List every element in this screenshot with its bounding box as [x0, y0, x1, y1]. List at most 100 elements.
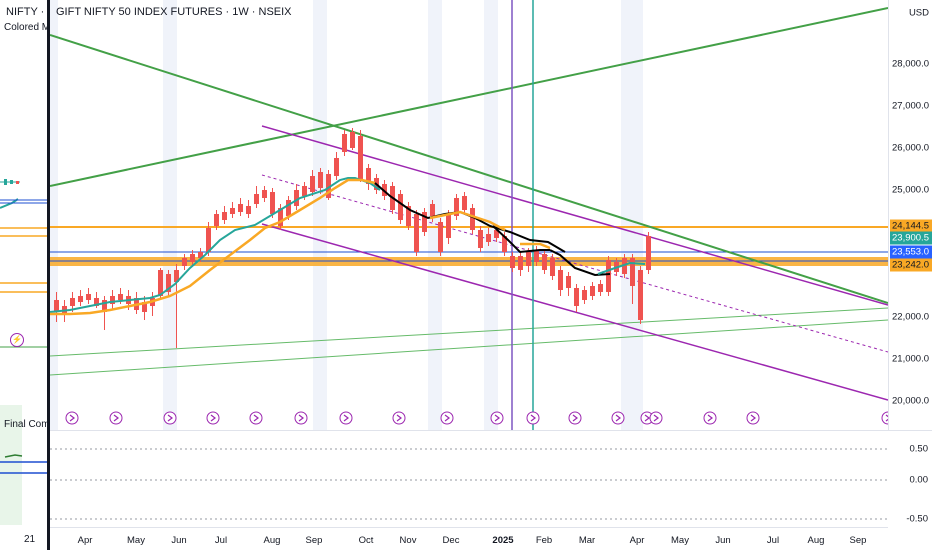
- candle-body[interactable]: [582, 290, 587, 300]
- candle-body[interactable]: [302, 186, 307, 196]
- candle-body[interactable]: [254, 194, 259, 204]
- candle-body[interactable]: [550, 258, 555, 276]
- candle-body[interactable]: [518, 256, 523, 270]
- candle-body[interactable]: [534, 250, 539, 262]
- candle-body[interactable]: [494, 230, 499, 238]
- left-symbol-label[interactable]: NIFTY · 1h: [6, 6, 47, 18]
- candle-body[interactable]: [142, 302, 147, 312]
- candle-body[interactable]: [462, 196, 467, 210]
- candle-body[interactable]: [558, 270, 563, 290]
- candle-body[interactable]: [118, 294, 123, 300]
- candle-body[interactable]: [470, 208, 475, 230]
- event-icon[interactable]: [109, 411, 123, 425]
- price-tag-last[interactable]: 23,900.5: [890, 231, 932, 245]
- candle-body[interactable]: [270, 192, 275, 214]
- candle-body[interactable]: [214, 214, 219, 226]
- chart-title[interactable]: GIFT NIFTY 50 INDEX FUTURES · 1W · NSEIX: [56, 6, 292, 18]
- event-icon[interactable]: [163, 411, 177, 425]
- candle-body[interactable]: [350, 132, 355, 148]
- event-icon[interactable]: [490, 411, 504, 425]
- candle-body[interactable]: [230, 208, 235, 214]
- candle-body[interactable]: [510, 256, 515, 268]
- candle-body[interactable]: [422, 212, 427, 232]
- trend-line-rising[interactable]: [50, 7, 888, 187]
- candle-body[interactable]: [70, 298, 75, 306]
- event-icon[interactable]: [392, 411, 406, 425]
- candle-body[interactable]: [566, 276, 571, 288]
- candle-body[interactable]: [574, 288, 579, 306]
- candle-body[interactable]: [158, 270, 163, 296]
- channel-upper-line[interactable]: [261, 125, 888, 306]
- left-indicator-label[interactable]: Colored M: [4, 22, 47, 33]
- candle-body[interactable]: [206, 228, 211, 252]
- candle-body[interactable]: [54, 300, 59, 312]
- candle-body[interactable]: [486, 234, 491, 242]
- candle-body[interactable]: [246, 206, 251, 214]
- candle-body[interactable]: [110, 296, 115, 304]
- candle-body[interactable]: [398, 194, 403, 220]
- candle-body[interactable]: [606, 260, 611, 292]
- candle-body[interactable]: [78, 296, 83, 302]
- moving-average-green-2[interactable]: [597, 261, 646, 275]
- candle-body[interactable]: [342, 134, 347, 152]
- candle-body[interactable]: [318, 172, 323, 188]
- candle-body[interactable]: [590, 286, 595, 296]
- candle-body[interactable]: [278, 208, 283, 226]
- main-chart-canvas[interactable]: [50, 0, 888, 430]
- event-icon[interactable]: [339, 411, 353, 425]
- event-icon[interactable]: [65, 411, 79, 425]
- candle-body[interactable]: [542, 254, 547, 270]
- candle-body[interactable]: [622, 258, 627, 274]
- candle-body[interactable]: [406, 206, 411, 226]
- moving-average-orange[interactable]: [50, 178, 376, 316]
- candle-body[interactable]: [198, 252, 203, 258]
- candle-body[interactable]: [478, 230, 483, 248]
- candle-body[interactable]: [446, 214, 451, 238]
- candle-body[interactable]: [94, 298, 99, 306]
- candle-body[interactable]: [190, 254, 195, 262]
- candle-body[interactable]: [454, 198, 459, 216]
- lightning-icon[interactable]: ⚡: [10, 333, 24, 347]
- price-axis[interactable]: USD 28,000.0 27,000.0 26,000.0 25,000.0 …: [888, 0, 932, 430]
- candle-body[interactable]: [638, 270, 643, 320]
- candle-body[interactable]: [430, 204, 435, 216]
- moving-average-orange-2[interactable]: [429, 210, 506, 232]
- event-icon[interactable]: [249, 411, 263, 425]
- trend-line-thin-upper[interactable]: [50, 307, 888, 357]
- candle-body[interactable]: [286, 200, 291, 216]
- candle-body[interactable]: [166, 274, 171, 292]
- candle-body[interactable]: [366, 168, 371, 184]
- candle-body[interactable]: [358, 136, 363, 180]
- moving-average-orange-3[interactable]: [520, 242, 551, 250]
- candle-body[interactable]: [526, 252, 531, 266]
- indicator-sub-pane[interactable]: 0.50 0.00 -0.50: [50, 430, 932, 528]
- candle-body[interactable]: [86, 294, 91, 300]
- candle-body[interactable]: [502, 236, 507, 252]
- candle-body[interactable]: [630, 258, 635, 286]
- left-sub-indicator-label[interactable]: Final Comb: [4, 419, 47, 430]
- trend-line-thin-lower[interactable]: [50, 319, 888, 376]
- candle-body[interactable]: [238, 204, 243, 212]
- price-tag-level-2[interactable]: 23,242.0: [890, 258, 932, 272]
- moving-average-green[interactable]: [50, 177, 381, 313]
- event-icon[interactable]: [294, 411, 308, 425]
- event-icon[interactable]: [746, 411, 760, 425]
- moving-average-black-3[interactable]: [549, 249, 611, 277]
- candle-body[interactable]: [262, 190, 267, 198]
- pane-divider[interactable]: [47, 0, 50, 550]
- time-axis[interactable]: Apr May Jun Jul Aug Sep Oct Nov Dec 2025…: [50, 527, 888, 551]
- event-icon[interactable]: [206, 411, 220, 425]
- candle-body[interactable]: [182, 258, 187, 266]
- event-icon[interactable]: [440, 411, 454, 425]
- left-chart-pane[interactable]: NIFTY · 1h Colored M Final Comb ⚡ 21: [0, 0, 47, 550]
- main-chart-pane[interactable]: GIFT NIFTY 50 INDEX FUTURES · 1W · NSEIX…: [50, 0, 932, 550]
- event-icon[interactable]: [649, 411, 663, 425]
- candle-body[interactable]: [102, 300, 107, 312]
- candle-body[interactable]: [310, 176, 315, 192]
- candle-body[interactable]: [174, 270, 179, 282]
- price-tag-blue[interactable]: 23,553.0: [890, 245, 932, 259]
- candle-body[interactable]: [334, 158, 339, 176]
- trend-line-falling[interactable]: [50, 34, 888, 304]
- candle-body[interactable]: [414, 214, 419, 252]
- candle-body[interactable]: [438, 222, 443, 252]
